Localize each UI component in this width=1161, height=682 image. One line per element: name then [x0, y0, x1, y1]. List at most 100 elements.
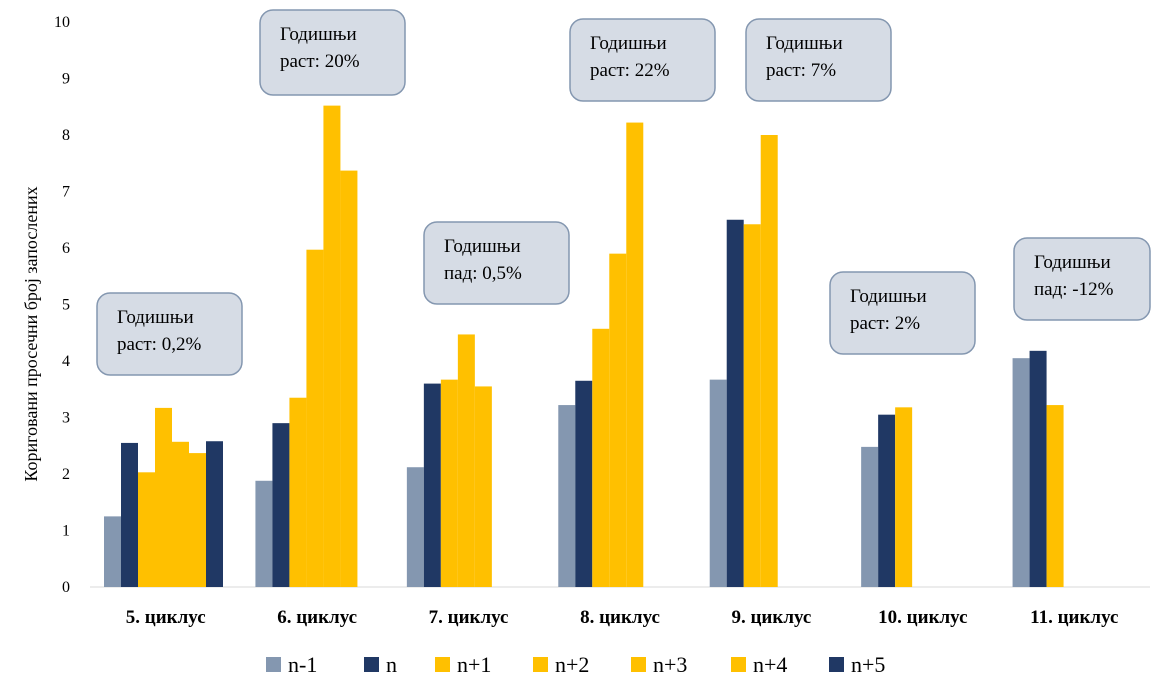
legend-label: n+3	[653, 652, 687, 677]
legend-swatch	[364, 657, 379, 672]
legend-label: n+2	[555, 652, 589, 677]
legend-item: n+3	[631, 652, 687, 677]
legend-swatch	[533, 657, 548, 672]
callout-text: раст: 22%	[590, 60, 670, 81]
bar	[609, 253, 627, 587]
legend: n-1 n n+1 n+2 n+3 n+4 n+5	[266, 652, 885, 677]
legend-label: n+5	[851, 652, 885, 677]
callout-text: раст: 2%	[850, 313, 920, 334]
bar	[104, 516, 121, 587]
bars	[104, 105, 1064, 588]
bar	[709, 379, 727, 587]
bar	[558, 405, 576, 587]
callout-text: Годишњи	[444, 236, 521, 257]
y-axis-ticks: 0 1 2 3 4 5 6 7 8 9 10	[54, 14, 70, 596]
bar	[340, 170, 358, 587]
bar	[206, 441, 223, 587]
category-label: 7. циклус	[429, 607, 509, 628]
bar	[457, 334, 475, 587]
bar	[121, 442, 138, 587]
y-tick-label: 5	[62, 297, 70, 314]
bar	[423, 383, 441, 587]
bar	[592, 328, 610, 587]
callout-box	[569, 18, 716, 102]
callout-text: пад: -12%	[1034, 279, 1114, 300]
legend-item: n+4	[731, 652, 787, 677]
legend-item: n+1	[435, 652, 491, 677]
bar	[895, 407, 913, 587]
bar	[760, 135, 778, 587]
callout: Годишњи раст: 7%	[745, 18, 892, 102]
callout-text: Годишњи	[117, 307, 194, 328]
bar	[861, 446, 879, 587]
callout-box	[96, 292, 243, 376]
legend-item: n+5	[829, 652, 885, 677]
category-label: 8. циклус	[580, 607, 660, 628]
callout-text: Годишњи	[766, 33, 843, 54]
callout: Годишњи раст: 2%	[829, 271, 976, 355]
bar	[172, 441, 189, 587]
legend-swatch	[731, 657, 746, 672]
bar	[189, 453, 206, 587]
callout: Годишњи раст: 22%	[569, 18, 716, 102]
bar	[726, 219, 744, 587]
y-tick-label: 4	[62, 353, 70, 370]
legend-swatch	[829, 657, 844, 672]
y-tick-label: 3	[62, 410, 70, 427]
callout: Годишњи пад: -12%	[1013, 237, 1151, 321]
bar	[626, 122, 644, 587]
bar	[272, 423, 290, 587]
callout-text: Годишњи	[1034, 252, 1111, 273]
callout-text: Годишњи	[850, 286, 927, 307]
callout-box	[829, 271, 976, 355]
bar	[1012, 358, 1030, 587]
legend-item: n-1	[266, 652, 317, 677]
callout-text: раст: 20%	[280, 51, 360, 72]
callout-box	[1013, 237, 1151, 321]
category-label: 9. циклус	[731, 607, 811, 628]
callout-text: Годишњи	[280, 24, 357, 45]
y-tick-label: 7	[62, 184, 70, 201]
y-tick-label: 6	[62, 240, 70, 257]
bar	[155, 407, 172, 587]
bar	[406, 467, 424, 587]
y-axis-label: Кориговани просечни број запослених	[21, 186, 41, 481]
category-label: 5. циклус	[126, 607, 206, 628]
category-label: 10. циклус	[878, 607, 967, 628]
y-tick-label: 2	[62, 466, 70, 483]
legend-label: n	[386, 652, 397, 677]
legend-swatch	[266, 657, 281, 672]
bar	[1029, 350, 1047, 587]
callout-text: раст: 7%	[766, 60, 836, 81]
callout-text: Годишњи	[590, 33, 667, 54]
bar	[1046, 405, 1064, 587]
callout-text: раст: 0,2%	[117, 334, 201, 355]
callout: Годишњи раст: 20%	[259, 9, 406, 96]
legend-label: n+4	[753, 652, 787, 677]
y-tick-label: 9	[62, 71, 70, 88]
callout-box	[423, 221, 570, 305]
bar	[575, 380, 593, 587]
callout: Годишњи пад: 0,5%	[423, 221, 570, 305]
bar	[474, 386, 492, 587]
legend-label: n-1	[288, 652, 317, 677]
y-tick-label: 0	[62, 579, 70, 596]
legend-item: n+2	[533, 652, 589, 677]
legend-label: n+1	[457, 652, 491, 677]
bar	[255, 480, 273, 587]
bar	[306, 249, 324, 587]
legend-swatch	[435, 657, 450, 672]
callout-box	[259, 9, 406, 96]
callout-box	[745, 18, 892, 102]
callout: Годишњи раст: 0,2%	[96, 292, 243, 376]
y-tick-label: 8	[62, 127, 70, 144]
bar	[323, 105, 341, 588]
legend-swatch	[631, 657, 646, 672]
y-tick-label: 10	[54, 14, 70, 31]
legend-item: n	[364, 652, 397, 677]
bar	[878, 414, 896, 587]
callout-text: пад: 0,5%	[444, 263, 522, 284]
bar	[743, 224, 761, 587]
